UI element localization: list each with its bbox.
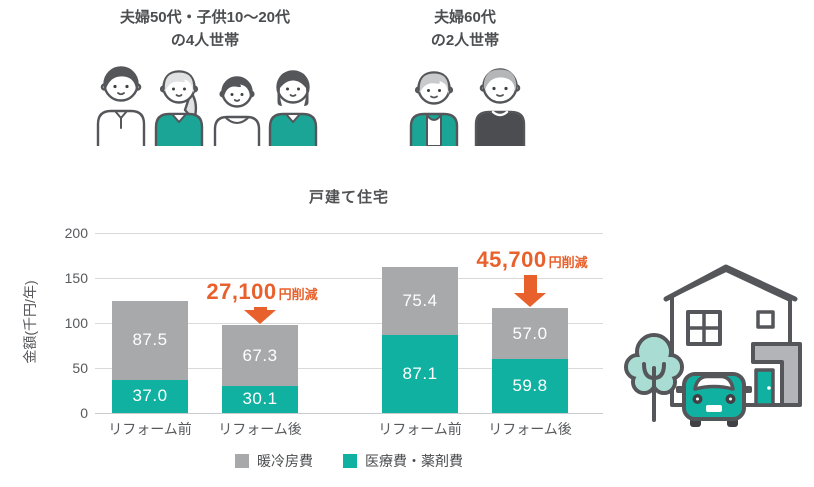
bar-value-label: 87.1 (402, 363, 438, 383)
savings-annotation: 27,100 円削減 (206, 279, 317, 305)
bar-segment-heating: 57.0 (492, 307, 568, 360)
bar-value-label: 30.1 (242, 389, 278, 409)
tree-icon (624, 333, 684, 422)
y-tick-label: 100 (64, 315, 88, 331)
savings-amount: 27,100 (206, 279, 277, 304)
household-label-couple-line1: 夫婦60代 (434, 9, 496, 26)
gridline (95, 233, 603, 234)
gridline (95, 323, 603, 324)
bar-segment-medical: 87.1 (382, 334, 458, 413)
arrow-head (514, 292, 546, 307)
gridline (95, 368, 603, 369)
legend-swatch (235, 454, 249, 468)
down-arrow-icon (244, 307, 276, 325)
arrow-head (244, 310, 276, 325)
y-tick-label: 50 (72, 360, 88, 376)
bar-segment-medical: 37.0 (112, 379, 188, 413)
household-label-couple: 夫婦60代 の2人世帯 (390, 7, 540, 52)
household-label-family-line2: の4人世帯 (170, 31, 240, 49)
chart-legend: 暖冷房費 医療費・薬剤費 (95, 451, 603, 471)
bar-segment-medical: 30.1 (222, 385, 298, 413)
window-icon (686, 310, 722, 346)
bar-segment-heating: 67.3 (222, 325, 298, 386)
savings-suffix: 円削減 (548, 255, 588, 270)
legend-item: 医療費・薬剤費 (343, 451, 463, 471)
down-arrow-icon (514, 275, 546, 307)
savings-annotation: 45,700 円削減 (476, 247, 587, 273)
family-of-four-icon (96, 66, 318, 146)
bar-segment-medical: 59.8 (492, 359, 568, 413)
arrow-shaft (253, 307, 267, 311)
x-tick-label: リフォーム後 (218, 421, 302, 437)
house-icon (624, 264, 802, 427)
bar-segment-heating: 87.5 (112, 300, 188, 380)
y-tick-label: 200 (64, 225, 88, 241)
gridline (95, 278, 603, 279)
y-tick-label: 0 (80, 405, 88, 421)
x-tick-label: リフォーム後 (488, 421, 572, 437)
bar-value-label: 87.5 (132, 330, 168, 350)
household-label-family: 夫婦50代・子供10〜20代 の4人世帯 (55, 7, 355, 52)
y-tick-label: 150 (64, 270, 88, 286)
legend-label: 暖冷房費 (257, 453, 313, 469)
savings-amount: 45,700 (476, 247, 547, 272)
door-icon (754, 368, 775, 407)
bar-value-label: 59.8 (512, 376, 548, 396)
car-icon (676, 372, 752, 427)
x-tick-label: リフォーム前 (108, 421, 192, 437)
arrow-shaft (523, 275, 537, 293)
legend-swatch (343, 454, 357, 468)
bar-segment-heating: 75.4 (382, 266, 458, 335)
bar-value-label: 75.4 (402, 290, 438, 310)
gridline (95, 413, 603, 414)
bar-value-label: 57.0 (512, 323, 548, 343)
chart-title: 戸建て住宅 (308, 189, 389, 206)
x-tick-label: リフォーム前 (378, 421, 462, 437)
savings-suffix: 円削減 (278, 287, 318, 302)
household-label-couple-line2: の2人世帯 (430, 31, 500, 49)
elderly-couple-icon (409, 68, 526, 146)
bar-value-label: 67.3 (242, 345, 278, 365)
household-label-family-line1: 夫婦50代・子供10〜20代 (119, 9, 291, 26)
legend-label: 医療費・薬剤費 (365, 453, 463, 469)
legend-item: 暖冷房費 (235, 451, 313, 471)
bar-value-label: 37.0 (132, 386, 168, 406)
y-axis-label: 金額(千円/年) (22, 280, 38, 364)
